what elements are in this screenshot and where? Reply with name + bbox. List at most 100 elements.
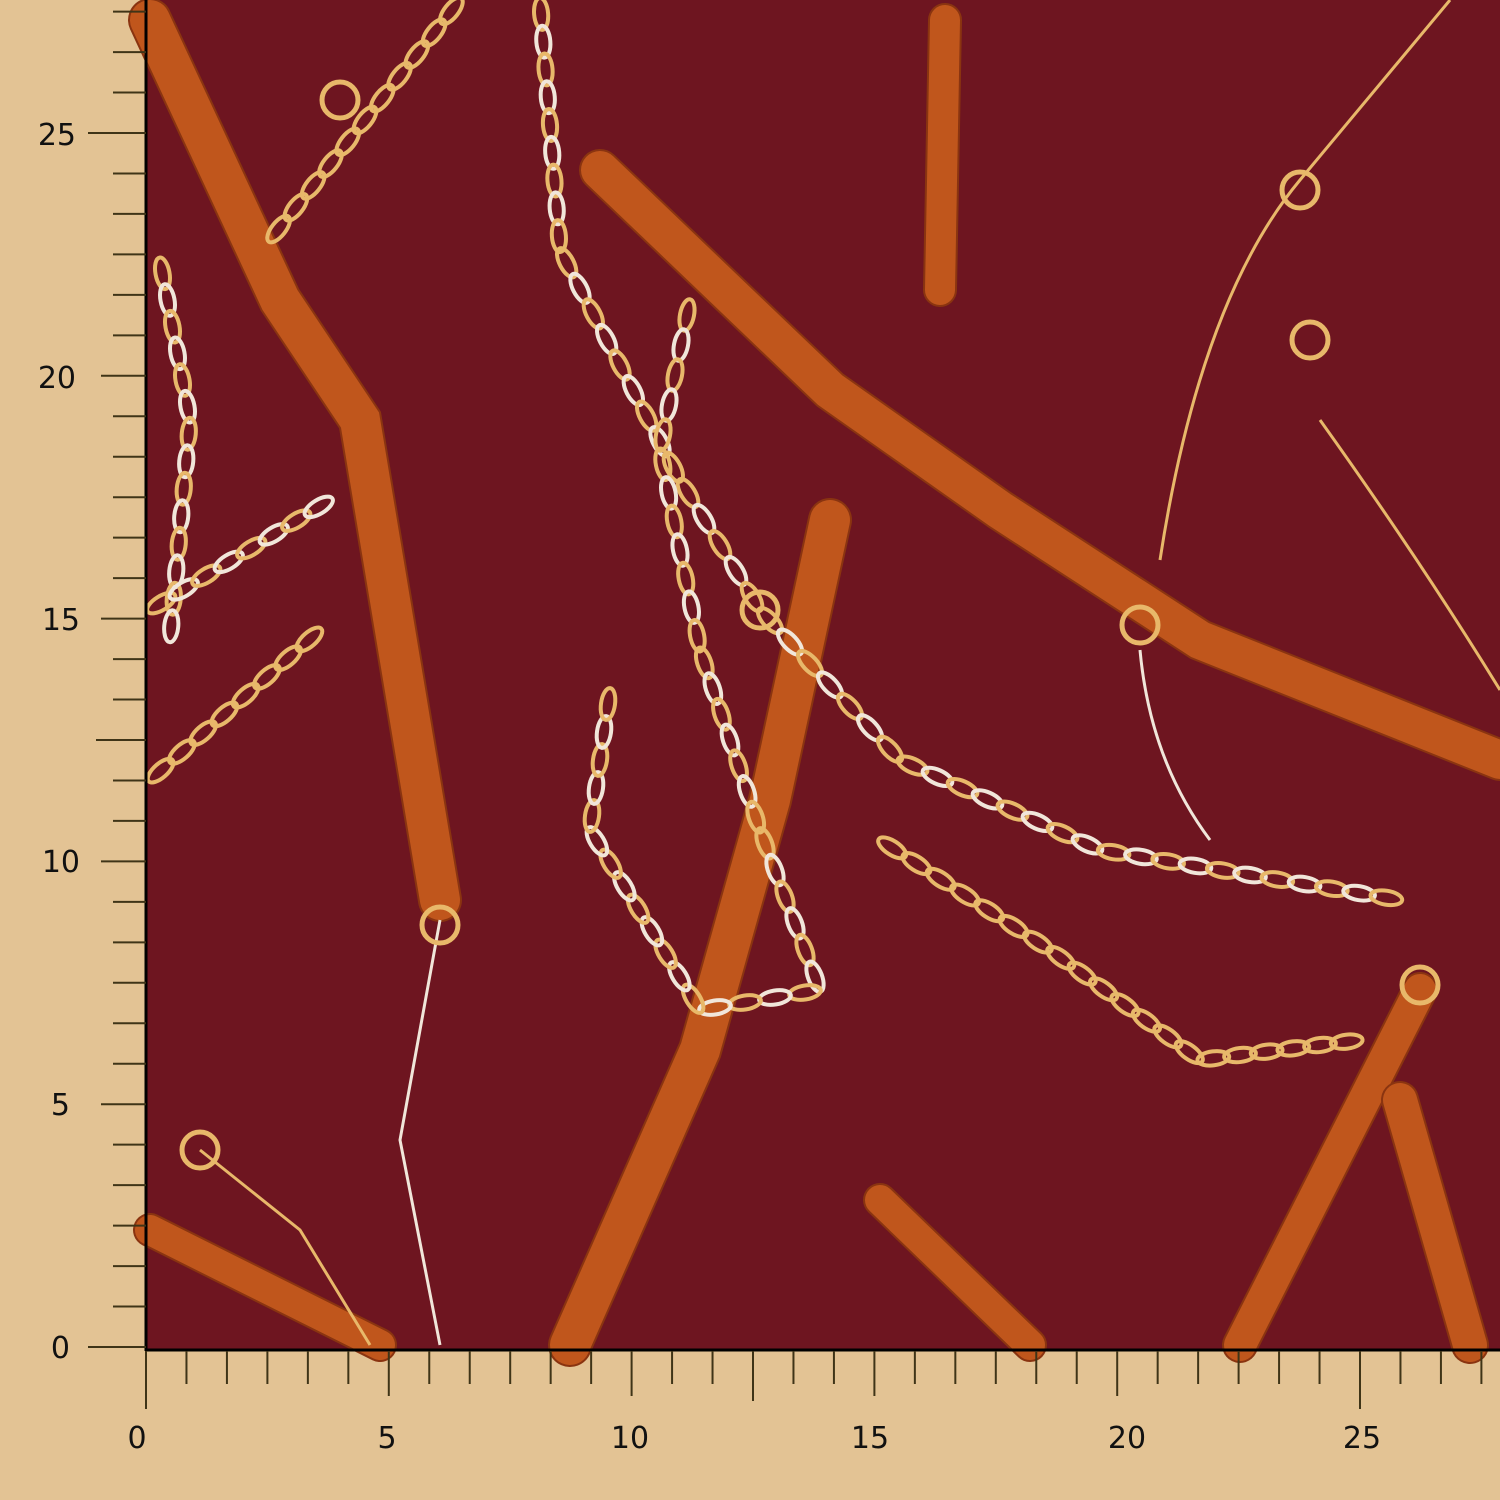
chain-link	[653, 446, 673, 483]
chain-link	[1066, 960, 1098, 987]
chain-link	[635, 399, 659, 433]
vertical-ruler-labels: 0 5 10 15 20 25	[38, 118, 80, 1366]
h-label: 15	[851, 1421, 889, 1456]
chain-link	[1177, 856, 1214, 876]
chain-link	[235, 535, 268, 561]
chain-link	[1130, 1007, 1162, 1034]
chain-link	[145, 590, 178, 616]
chain-link	[536, 51, 555, 88]
chain-link	[282, 191, 310, 223]
chain-link	[167, 738, 197, 766]
h-label: 10	[611, 1421, 649, 1456]
chain-link	[438, 0, 465, 27]
chain-link	[745, 799, 767, 835]
chain-link	[1150, 851, 1187, 871]
belt	[865, 1185, 1045, 1360]
chain-link	[693, 645, 715, 681]
chain-link	[209, 700, 240, 729]
chain-link	[594, 714, 614, 750]
chain-link	[1313, 879, 1350, 899]
chain-link	[595, 322, 619, 356]
chain-link	[212, 549, 245, 575]
belt	[1383, 1083, 1487, 1362]
chain-link	[280, 508, 313, 533]
chain-link	[736, 774, 758, 809]
chain-link	[145, 756, 176, 785]
chain-link	[835, 691, 865, 722]
v-label: 25	[38, 118, 76, 153]
chain-link	[667, 960, 692, 993]
chain-link	[970, 788, 1005, 811]
chain-link	[997, 913, 1030, 939]
chain-link	[598, 686, 618, 722]
h-label: 20	[1108, 1421, 1146, 1456]
chain-link	[1368, 888, 1405, 908]
chain-link	[568, 271, 592, 305]
chain-link	[188, 719, 218, 747]
chain-link	[168, 335, 187, 372]
chain-link	[174, 470, 193, 507]
ring	[739, 589, 781, 631]
v-label: 0	[51, 1331, 70, 1366]
chain-link	[1341, 883, 1377, 903]
h-label: 0	[127, 1421, 146, 1456]
chain-link	[230, 681, 261, 710]
chain-link	[163, 308, 182, 345]
chain-link	[920, 765, 955, 789]
chain-link	[697, 998, 733, 1017]
chain-link	[945, 776, 980, 800]
chain-link	[368, 82, 396, 114]
chain-link	[815, 670, 845, 700]
belt	[135, 1215, 395, 1360]
chain-link	[386, 61, 413, 92]
ring	[1289, 319, 1331, 361]
chain-link	[177, 443, 196, 480]
h-label: 25	[1343, 1421, 1381, 1456]
chain-link	[764, 852, 786, 888]
chain-link	[302, 494, 335, 520]
chain-link	[774, 879, 796, 914]
v-label: 10	[42, 845, 80, 880]
chain-link	[586, 770, 606, 806]
chain-link	[681, 589, 701, 625]
chain-link	[855, 713, 885, 743]
chain-link	[687, 617, 707, 654]
chain-link	[728, 748, 749, 784]
chain-link	[265, 213, 292, 245]
chain-link	[1070, 833, 1105, 856]
chain-link	[1259, 870, 1296, 889]
chain-link	[1204, 861, 1241, 880]
chain-link	[995, 799, 1030, 822]
horizontal-ruler-labels: 0 5 10 15 20 25	[127, 1421, 1381, 1456]
chain-link	[676, 560, 696, 597]
chain-link	[555, 246, 579, 280]
chain-link	[875, 734, 905, 764]
chain-link	[178, 388, 197, 425]
chain-link	[608, 348, 632, 382]
vertical-ruler	[88, 10, 146, 1348]
ring	[1279, 169, 1321, 211]
chain-link	[1248, 1042, 1285, 1061]
chain-link	[167, 577, 200, 602]
chain-link	[273, 644, 303, 672]
chain-link	[670, 532, 690, 568]
chain-link	[639, 915, 665, 948]
chain-link	[653, 417, 673, 453]
cord	[1138, 649, 1212, 841]
chain-link	[1045, 944, 1077, 971]
chain-link	[543, 134, 562, 171]
chain-link	[169, 525, 188, 562]
chain-link	[547, 190, 566, 227]
chain-link	[598, 847, 623, 880]
ring	[1399, 964, 1441, 1006]
chain-link	[351, 104, 379, 136]
chain-link	[924, 866, 957, 892]
chain-link	[1328, 1032, 1365, 1051]
chain-link	[584, 825, 610, 858]
chain-link	[621, 374, 645, 408]
chain-link	[334, 126, 362, 158]
belt	[581, 151, 1500, 779]
chain-link	[795, 648, 825, 679]
chain-link	[949, 882, 981, 908]
chain-link	[973, 898, 1006, 924]
